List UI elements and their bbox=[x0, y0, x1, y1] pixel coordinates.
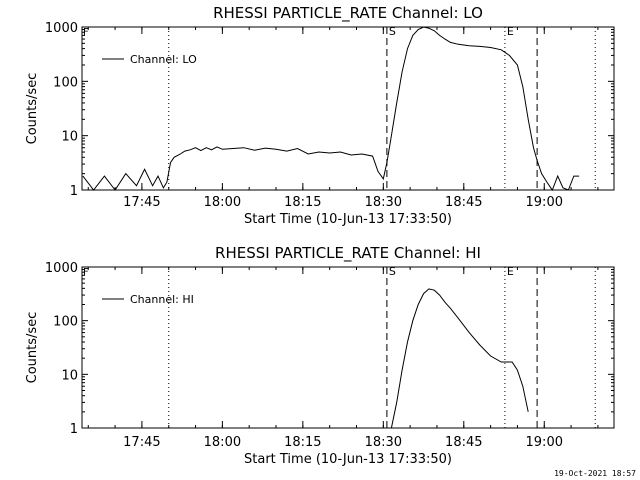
x-axis-label: Start Time (10-Jun-13 17:33:50) bbox=[244, 452, 452, 467]
marker-label: S bbox=[389, 265, 396, 278]
chart-panel-1: RHESSI PARTICLE_RATE Channel: LO 1 10 100 10… bbox=[25, 4, 615, 227]
x-tick-label: 17:45 bbox=[123, 435, 160, 450]
plot-frame bbox=[81, 266, 615, 429]
x-axis-label: Start Time (10-Jun-13 17:33:50) bbox=[244, 212, 452, 227]
series-line bbox=[390, 288, 529, 429]
x-tick-label: 18:45 bbox=[445, 435, 482, 450]
legend-label: Channel: HI bbox=[130, 293, 194, 306]
chart-title: RHESSI PARTICLE_RATE Channel: LO bbox=[213, 4, 483, 23]
marker-label: S bbox=[389, 25, 396, 38]
plot-frame bbox=[81, 26, 615, 191]
y-tick-label: 10 bbox=[61, 130, 78, 145]
y-tick-label: 1000 bbox=[45, 261, 78, 276]
x-tick-label: 18:15 bbox=[284, 435, 321, 450]
y-tick-label: 1 bbox=[70, 422, 78, 437]
y-axis-label: Counts/sec bbox=[25, 312, 40, 384]
y-tick-label: 10 bbox=[61, 368, 78, 383]
y-axis-label: Counts/sec bbox=[25, 73, 40, 145]
x-tick-label: 18:30 bbox=[365, 195, 402, 210]
legend-label: Channel: LO bbox=[130, 53, 197, 66]
flag-mark: F bbox=[83, 27, 89, 38]
chart-title: RHESSI PARTICLE_RATE Channel: HI bbox=[215, 244, 481, 263]
x-tick-label: 17:45 bbox=[123, 195, 160, 210]
x-tick-label: 18:00 bbox=[204, 195, 241, 210]
x-tick-label: 19:00 bbox=[526, 195, 563, 210]
x-tick-label: 18:00 bbox=[204, 435, 241, 450]
x-tick-label: 18:30 bbox=[365, 435, 402, 450]
chart-panel-2: RHESSI PARTICLE_RATE Channel: HI 1 10 100 10… bbox=[25, 244, 615, 467]
y-tick-label: 1000 bbox=[45, 21, 78, 36]
marker-label: E bbox=[507, 25, 514, 38]
marker-label: E bbox=[507, 265, 514, 278]
series-line bbox=[82, 26, 580, 192]
y-tick-label: 100 bbox=[53, 75, 78, 90]
plot-timestamp: 19-Oct-2021 18:57 bbox=[554, 469, 636, 478]
y-tick-label: 1 bbox=[70, 184, 78, 199]
x-tick-label: 18:15 bbox=[284, 195, 321, 210]
x-tick-label: 18:45 bbox=[445, 195, 482, 210]
x-tick-label: 19:00 bbox=[526, 435, 563, 450]
flag-mark: F bbox=[83, 267, 89, 278]
y-tick-label: 100 bbox=[53, 315, 78, 330]
